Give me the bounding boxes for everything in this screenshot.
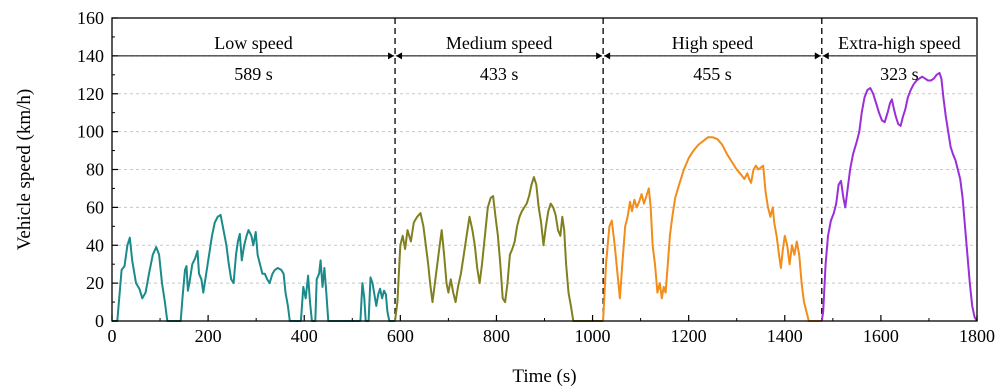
phase-duration: 455 s [693, 64, 732, 84]
x-tick-label: 400 [291, 326, 318, 346]
speed-series-line [820, 71, 978, 322]
phase-label: Extra-high speed [838, 33, 960, 53]
phase-arrowhead [822, 52, 829, 60]
phase-label: Low speed [214, 33, 292, 53]
y-tick-label: 120 [77, 84, 104, 104]
x-tick-label: 1200 [671, 326, 707, 346]
x-tick-label: 1400 [767, 326, 803, 346]
y-axis-label: Vehicle speed (km/h) [14, 89, 35, 250]
phase-arrowhead [396, 52, 403, 60]
axis-ticks: 0 200 400 600 800 1000 1200 1400 1600 1800 0 20 40 60… [77, 8, 995, 346]
y-tick-label: 100 [77, 122, 104, 142]
y-tick-label: 140 [77, 46, 104, 66]
x-tick-label: 200 [195, 326, 222, 346]
y-tick-label: 20 [86, 273, 104, 293]
y-tick-label: 80 [86, 160, 104, 180]
y-tick-label: 60 [86, 197, 104, 217]
phase-duration: 323 s [880, 64, 919, 84]
x-tick-label: 1600 [863, 326, 899, 346]
speed-series-line [394, 176, 604, 322]
x-axis-label: Time (s) [512, 366, 576, 387]
phase-arrowhead [604, 52, 611, 60]
phase-duration: 433 s [480, 64, 519, 84]
y-tick-label: 0 [95, 311, 104, 331]
phase-label: High speed [672, 33, 753, 53]
phase-annotations: Low speed 589 s Medium speed 433 s High spee… [113, 33, 976, 84]
speed-series-line [602, 136, 822, 322]
x-tick-label: 800 [483, 326, 510, 346]
y-tick-label: 160 [77, 8, 104, 28]
phase-arrowhead [388, 52, 395, 60]
y-tick-label: 40 [86, 235, 104, 255]
x-tick-label: 1000 [575, 326, 611, 346]
phase-label: Medium speed [446, 33, 552, 53]
x-tick-label: 600 [387, 326, 414, 346]
phase-duration: 589 s [234, 64, 273, 84]
phase-arrowhead [596, 52, 603, 60]
phase-boundaries [394, 18, 823, 321]
phase-arrowhead [814, 52, 821, 60]
x-tick-label: 1800 [959, 326, 995, 346]
x-tick-label: 0 [108, 326, 117, 346]
